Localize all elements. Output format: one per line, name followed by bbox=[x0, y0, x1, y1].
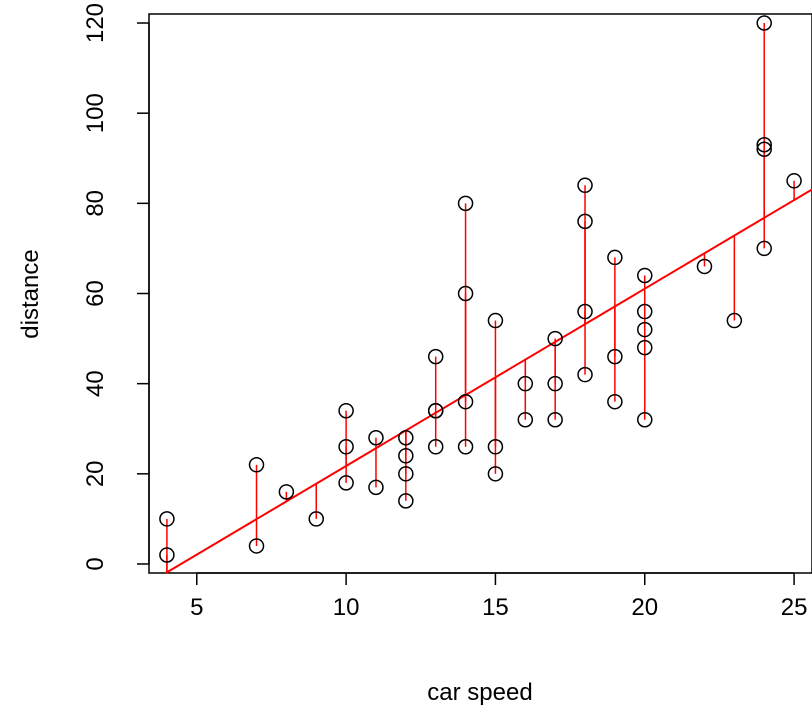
data-point bbox=[547, 330, 563, 347]
data-point bbox=[398, 430, 414, 446]
data-point bbox=[577, 366, 593, 383]
x-tick-label: 25 bbox=[781, 594, 808, 621]
data-point bbox=[457, 439, 474, 455]
data-point bbox=[398, 466, 414, 482]
data-point bbox=[517, 375, 534, 392]
data-point bbox=[487, 466, 504, 482]
data-point bbox=[577, 303, 593, 320]
data-point bbox=[427, 348, 444, 365]
data-point bbox=[338, 402, 354, 419]
x-tick-label: 20 bbox=[631, 594, 658, 621]
data-point bbox=[398, 493, 414, 509]
y-axis: 0 20 40 60 80 100 120 bbox=[82, 3, 150, 571]
data-point bbox=[607, 393, 623, 410]
data-point bbox=[547, 411, 563, 428]
data-point bbox=[637, 339, 653, 356]
data-point bbox=[457, 285, 474, 302]
y-tick-label: 0 bbox=[82, 557, 109, 570]
data-point bbox=[756, 136, 772, 153]
data-point bbox=[457, 393, 474, 410]
data-point bbox=[637, 267, 653, 284]
data-point bbox=[308, 511, 324, 527]
data-point bbox=[159, 511, 175, 527]
data-point bbox=[427, 402, 444, 419]
data-point bbox=[547, 375, 563, 392]
data-point bbox=[278, 484, 295, 500]
data-point bbox=[637, 321, 653, 338]
data-point bbox=[368, 430, 384, 446]
data-point bbox=[577, 213, 593, 230]
data-point bbox=[487, 439, 504, 455]
y-tick-label: 120 bbox=[82, 3, 109, 43]
x-axis: 5 10 15 20 25 bbox=[190, 572, 808, 621]
data-point bbox=[637, 303, 653, 320]
residual-lines bbox=[166, 23, 795, 573]
y-axis-title: distance bbox=[17, 249, 44, 338]
data-point bbox=[338, 439, 354, 455]
y-tick-label: 20 bbox=[82, 460, 109, 487]
y-tick-label: 100 bbox=[82, 93, 109, 133]
x-tick-label: 5 bbox=[190, 594, 203, 621]
data-point bbox=[398, 448, 414, 464]
data-point bbox=[487, 312, 504, 329]
plot-frame bbox=[148, 13, 812, 574]
data-point bbox=[756, 15, 772, 31]
data-points bbox=[159, 15, 802, 563]
data-point bbox=[248, 538, 265, 554]
data-point bbox=[577, 177, 593, 194]
y-tick-label: 80 bbox=[82, 190, 109, 217]
data-point bbox=[517, 411, 534, 428]
data-point bbox=[786, 173, 802, 189]
y-tick-label: 40 bbox=[82, 370, 109, 397]
data-point bbox=[338, 475, 354, 491]
data-point bbox=[756, 240, 772, 257]
data-point bbox=[726, 312, 743, 329]
data-point bbox=[696, 258, 713, 275]
regression-line bbox=[165, 188, 812, 574]
data-point bbox=[607, 348, 623, 365]
data-point bbox=[159, 547, 175, 563]
x-axis-title: car speed bbox=[427, 679, 532, 706]
fit-line bbox=[165, 188, 812, 574]
data-point bbox=[427, 439, 444, 455]
data-point bbox=[248, 457, 265, 473]
x-tick-label: 10 bbox=[333, 594, 360, 621]
data-point bbox=[457, 195, 474, 212]
data-point bbox=[637, 411, 653, 428]
x-tick-label: 15 bbox=[482, 594, 509, 621]
data-point bbox=[607, 249, 623, 266]
data-point bbox=[368, 479, 384, 496]
data-point bbox=[756, 141, 772, 157]
y-tick-label: 60 bbox=[82, 280, 109, 307]
